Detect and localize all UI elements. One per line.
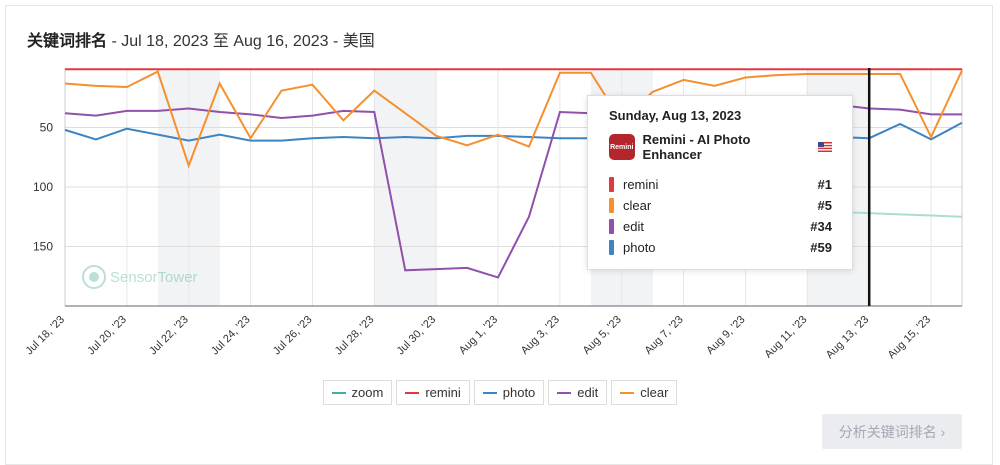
x-tick-label: Jul 22, '23 (147, 314, 191, 358)
x-tick-label: Aug 11, '23 (762, 314, 809, 361)
app-icon: Remini (609, 134, 635, 160)
title: 关键词排名 - Jul 18, 2023 至 Aug 16, 2023 - 美国 (27, 27, 375, 51)
legend-label: zoom (351, 385, 384, 400)
x-tick-label: Jul 28, '23 (333, 314, 377, 358)
x-tick-label: Jul 18, '23 (23, 314, 67, 358)
series-line (64, 69, 963, 169)
legend-item: zoom (322, 380, 393, 405)
x-tick-label: Aug 7, '23 (642, 314, 685, 357)
legend-swatch (405, 391, 420, 394)
tooltip-swatch (609, 240, 614, 255)
tooltip-name: photo (623, 240, 656, 255)
legend-item: remini (396, 380, 470, 405)
x-tick-label: Aug 15, '23 (886, 314, 934, 362)
tooltip-row: clear #5 (609, 195, 832, 216)
tooltip-name: clear (623, 198, 652, 213)
watermark-text: SensorTower (110, 269, 198, 286)
legend-swatch (620, 391, 635, 394)
legend-swatch (331, 391, 346, 394)
legend-item: edit (548, 380, 608, 405)
legend-swatch (557, 391, 572, 394)
x-tick-label: Aug 5, '23 (581, 314, 624, 357)
app-name: Remini - AI Photo Enhancer (642, 132, 751, 162)
x-tick-label: Jul 30, '23 (395, 314, 439, 358)
flag (818, 142, 832, 152)
tooltip-name: edit (623, 219, 644, 234)
tooltip: Sunday, Aug 13, 2023 Remini Remini - AI … (587, 95, 853, 270)
legend-label: photo (502, 385, 536, 400)
title-main: 关键词排名 (27, 33, 108, 50)
y-tick-label: 150 (33, 240, 53, 254)
tooltip-app: Remini Remini - AI Photo Enhancer (609, 132, 832, 162)
tooltip-row: photo #59 (609, 237, 832, 258)
legend-label: remini (425, 385, 461, 400)
analyze-button[interactable]: 分析关键词排名 › (822, 414, 962, 449)
tooltip-name: remini (623, 177, 659, 192)
tooltip-swatch (609, 177, 614, 192)
watermark: SensorTower (82, 265, 198, 289)
legend-label: edit (577, 385, 599, 400)
x-tick-label: Jul 20, '23 (85, 314, 129, 358)
tooltip-row: remini #1 (609, 174, 832, 195)
legend-swatch (482, 391, 497, 394)
y-tick-label: 50 (40, 121, 54, 135)
tooltip-swatch (609, 219, 614, 234)
x-tick-label: Aug 13, '23 (824, 314, 872, 362)
y-tick-label: 100 (33, 180, 53, 194)
tooltip-date: Sunday, Aug 13, 2023 (609, 108, 742, 123)
x-tick-label: Aug 3, '23 (519, 314, 562, 357)
tooltip-swatch (609, 198, 614, 213)
tooltip-row: edit #34 (609, 216, 832, 237)
x-tick-label: Aug 1, '23 (457, 314, 500, 357)
x-tick-label: Jul 24, '23 (209, 314, 253, 358)
x-tick-label: Aug 9, '23 (704, 314, 747, 357)
tooltip-rank: #59 (810, 240, 832, 255)
series-line (838, 210, 963, 218)
tooltip-rank: #34 (810, 219, 832, 234)
legend-label: clear (640, 385, 669, 400)
tooltip-rows: remini #1 clear #5 edit #34 photo #59 (609, 174, 832, 258)
x-tick-label: Jul 26, '23 (271, 314, 315, 358)
tooltip-rank: #5 (817, 198, 832, 213)
title-sub: - Jul 18, 2023 至 Aug 16, 2023 - 美国 (111, 33, 375, 50)
legend-item: clear (611, 380, 678, 405)
tooltip-rank: #1 (817, 177, 832, 192)
legend-item: photo (473, 380, 545, 405)
legend: zoom remini photo edit clear (0, 380, 1000, 405)
